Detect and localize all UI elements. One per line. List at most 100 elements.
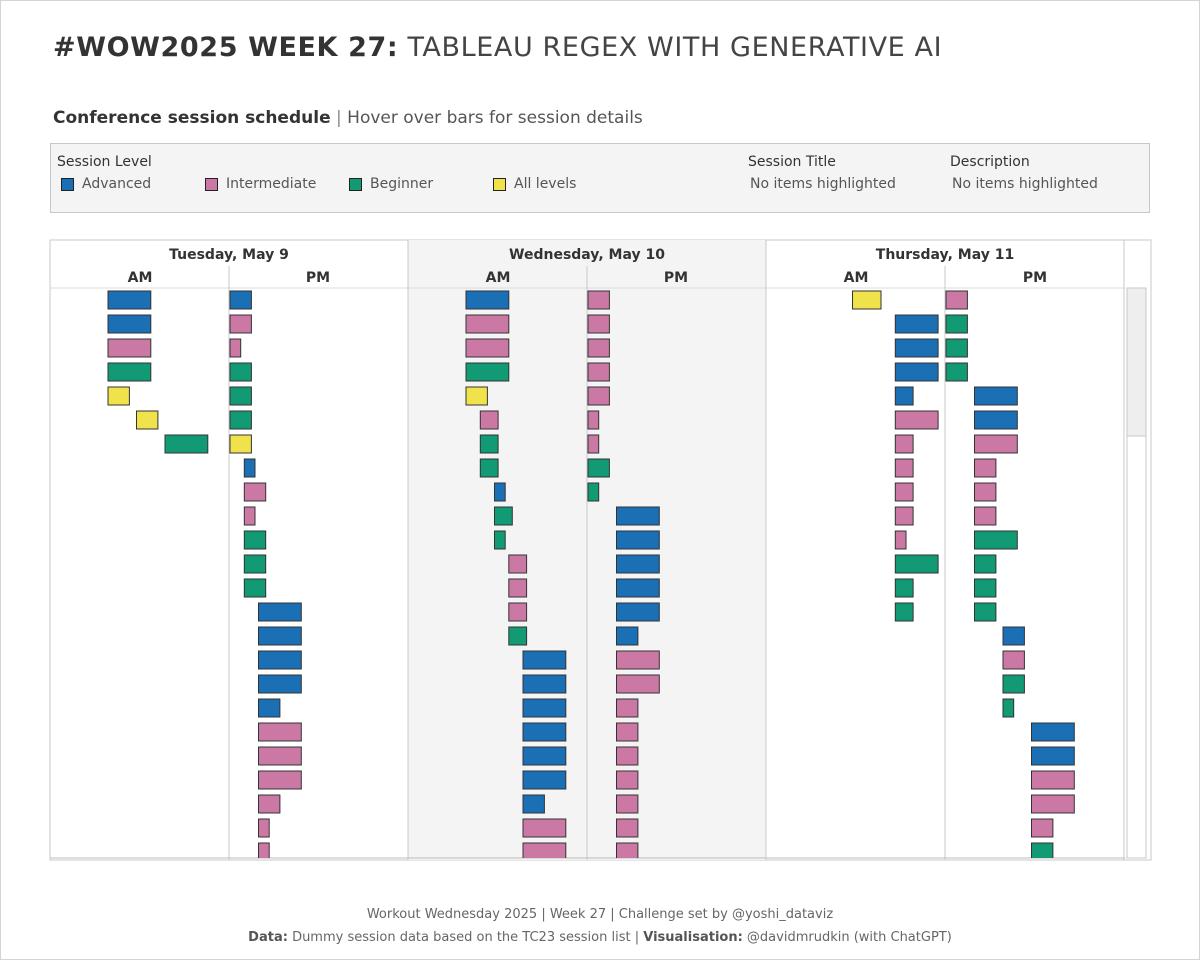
session-bar-beginner[interactable] — [974, 554, 997, 574]
session-bar-intermediate[interactable] — [587, 290, 610, 310]
session-bar-advanced[interactable] — [616, 602, 660, 622]
session-bar-advanced[interactable] — [894, 314, 939, 334]
session-bar-intermediate[interactable] — [587, 338, 610, 358]
session-bar-intermediate[interactable] — [894, 434, 914, 454]
session-bar-intermediate[interactable] — [616, 722, 639, 742]
session-bar-advanced[interactable] — [522, 674, 567, 694]
session-bar-beginner[interactable] — [508, 626, 528, 646]
session-bar-intermediate[interactable] — [616, 818, 639, 838]
session-bar-intermediate[interactable] — [258, 818, 270, 838]
session-bar-intermediate[interactable] — [894, 506, 914, 526]
session-bar-all-levels[interactable] — [852, 290, 882, 310]
session-bar-beginner[interactable] — [974, 578, 997, 598]
session-bar-advanced[interactable] — [616, 554, 660, 574]
session-bar-advanced[interactable] — [616, 626, 639, 646]
session-bar-beginner[interactable] — [494, 530, 506, 550]
session-bar-advanced[interactable] — [1031, 722, 1075, 742]
session-bar-beginner[interactable] — [243, 578, 267, 598]
session-bar-advanced[interactable] — [616, 578, 660, 598]
session-bar-advanced[interactable] — [616, 530, 660, 550]
session-bar-intermediate[interactable] — [1002, 650, 1025, 670]
session-bar-intermediate[interactable] — [479, 410, 499, 430]
session-bar-beginner[interactable] — [1002, 698, 1015, 718]
session-bar-beginner[interactable] — [243, 530, 267, 550]
session-bar-intermediate[interactable] — [508, 554, 528, 574]
session-bar-intermediate[interactable] — [974, 434, 1018, 454]
session-bar-beginner[interactable] — [243, 554, 267, 574]
legend-item-beginner[interactable]: Beginner — [349, 176, 433, 192]
session-bar-advanced[interactable] — [522, 770, 567, 790]
session-bar-intermediate[interactable] — [258, 794, 281, 814]
session-bar-beginner[interactable] — [587, 458, 610, 478]
session-bar-beginner[interactable] — [945, 338, 968, 358]
session-bar-advanced[interactable] — [974, 386, 1018, 406]
legend-item-advanced[interactable]: Advanced — [61, 176, 151, 192]
session-bar-intermediate[interactable] — [616, 770, 639, 790]
session-bar-advanced[interactable] — [243, 458, 256, 478]
session-bar-intermediate[interactable] — [894, 530, 907, 550]
session-bar-intermediate[interactable] — [616, 746, 639, 766]
session-bar-beginner[interactable] — [1002, 674, 1025, 694]
session-bar-beginner[interactable] — [1031, 842, 1054, 861]
session-bar-intermediate[interactable] — [616, 842, 639, 861]
session-bar-beginner[interactable] — [974, 602, 997, 622]
session-bar-intermediate[interactable] — [1031, 770, 1075, 790]
session-bar-all-levels[interactable] — [465, 386, 488, 406]
legend-item-intermediate[interactable]: Intermediate — [205, 176, 316, 192]
session-bar-beginner[interactable] — [465, 362, 510, 382]
session-bar-advanced[interactable] — [522, 650, 567, 670]
session-bar-intermediate[interactable] — [465, 314, 510, 334]
session-bar-intermediate[interactable] — [616, 650, 660, 670]
session-bar-intermediate[interactable] — [616, 698, 639, 718]
session-bar-beginner[interactable] — [164, 434, 209, 454]
session-bar-intermediate[interactable] — [587, 386, 610, 406]
session-bar-advanced[interactable] — [894, 338, 939, 358]
session-bar-intermediate[interactable] — [587, 410, 600, 430]
session-bar-intermediate[interactable] — [258, 770, 302, 790]
session-bar-intermediate[interactable] — [107, 338, 152, 358]
session-bar-advanced[interactable] — [522, 746, 567, 766]
session-bar-intermediate[interactable] — [587, 362, 610, 382]
session-bar-intermediate[interactable] — [974, 506, 997, 526]
session-bar-intermediate[interactable] — [616, 674, 660, 694]
session-bar-advanced[interactable] — [258, 626, 302, 646]
session-bar-beginner[interactable] — [479, 434, 499, 454]
session-bar-intermediate[interactable] — [258, 722, 302, 742]
session-bar-intermediate[interactable] — [945, 290, 968, 310]
session-bar-intermediate[interactable] — [229, 338, 242, 358]
session-bar-beginner[interactable] — [894, 578, 914, 598]
session-bar-beginner[interactable] — [107, 362, 152, 382]
session-bar-advanced[interactable] — [258, 674, 302, 694]
session-bar-intermediate[interactable] — [243, 506, 256, 526]
session-bar-advanced[interactable] — [974, 410, 1018, 430]
session-bar-all-levels[interactable] — [107, 386, 130, 406]
session-bar-all-levels[interactable] — [136, 410, 159, 430]
session-bar-intermediate[interactable] — [974, 482, 997, 502]
session-bar-beginner[interactable] — [494, 506, 513, 526]
vertical-scrollbar[interactable] — [1126, 287, 1147, 859]
session-bar-intermediate[interactable] — [258, 746, 302, 766]
session-bar-intermediate[interactable] — [1031, 794, 1075, 814]
session-bar-advanced[interactable] — [258, 650, 302, 670]
session-bar-advanced[interactable] — [616, 506, 660, 526]
session-bar-advanced[interactable] — [107, 290, 152, 310]
session-bar-beginner[interactable] — [229, 410, 252, 430]
session-bar-intermediate[interactable] — [587, 434, 600, 454]
session-bar-beginner[interactable] — [587, 482, 600, 502]
session-bar-intermediate[interactable] — [522, 818, 567, 838]
session-bar-intermediate[interactable] — [229, 314, 252, 334]
session-bar-intermediate[interactable] — [243, 482, 267, 502]
session-bar-advanced[interactable] — [258, 602, 302, 622]
session-bar-advanced[interactable] — [107, 314, 152, 334]
session-bar-beginner[interactable] — [894, 602, 914, 622]
session-bar-advanced[interactable] — [1002, 626, 1025, 646]
session-bar-advanced[interactable] — [894, 362, 939, 382]
session-bar-beginner[interactable] — [229, 362, 252, 382]
session-bar-advanced[interactable] — [522, 722, 567, 742]
legend-item-all-levels[interactable]: All levels — [493, 176, 576, 192]
session-bar-advanced[interactable] — [229, 290, 252, 310]
session-bar-beginner[interactable] — [945, 314, 968, 334]
session-bar-intermediate[interactable] — [894, 410, 939, 430]
session-bar-advanced[interactable] — [258, 698, 281, 718]
session-bar-intermediate[interactable] — [508, 578, 528, 598]
